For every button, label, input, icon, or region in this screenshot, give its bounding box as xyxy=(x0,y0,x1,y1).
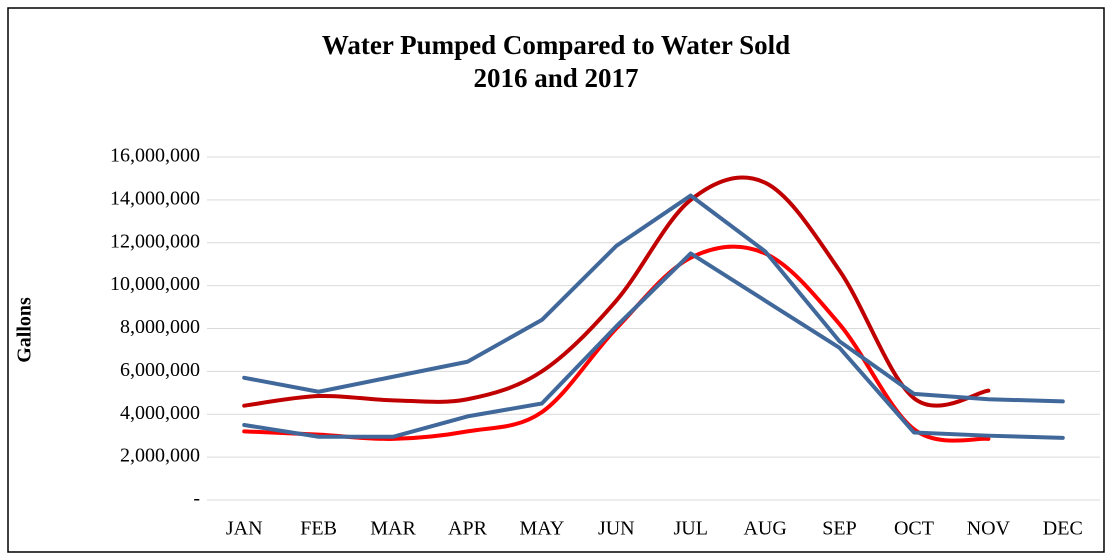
x-tick-label: MAR xyxy=(370,518,416,540)
y-axis-title: Gallons xyxy=(14,297,36,363)
series-line xyxy=(242,193,1065,404)
chart-title: Water Pumped Compared to Water Sold xyxy=(322,30,790,60)
x-tick-label: OCT xyxy=(894,518,934,540)
y-tick-label: 10,000,000 xyxy=(110,273,200,295)
x-tick-label: FEB xyxy=(300,518,337,540)
x-tick-label: NOV xyxy=(967,518,1011,540)
x-tick-label: JUN xyxy=(598,518,635,540)
y-tick-label: 4,000,000 xyxy=(120,402,200,424)
x-tick-label: AUG xyxy=(743,518,786,540)
x-tick-label: SEP xyxy=(822,518,856,540)
y-tick-label: 16,000,000 xyxy=(110,145,200,167)
chart-frame xyxy=(7,7,1105,553)
x-tick-label: JUL xyxy=(673,518,707,540)
y-tick-label: 6,000,000 xyxy=(120,359,200,381)
series-line xyxy=(242,251,1065,440)
x-tick-label: DEC xyxy=(1043,518,1083,540)
y-tick-label: - xyxy=(193,488,200,510)
x-tick-label: MAY xyxy=(519,518,564,540)
y-tick-label: 12,000,000 xyxy=(110,230,200,252)
x-tick-label: JAN xyxy=(226,518,263,540)
y-tick-label: 2,000,000 xyxy=(120,445,200,467)
y-tick-label: 14,000,000 xyxy=(110,187,200,209)
y-tick-label: 8,000,000 xyxy=(120,316,200,338)
chart-subtitle: 2016 and 2017 xyxy=(473,63,638,93)
series-line xyxy=(242,175,991,408)
x-tick-label: APR xyxy=(448,518,488,540)
